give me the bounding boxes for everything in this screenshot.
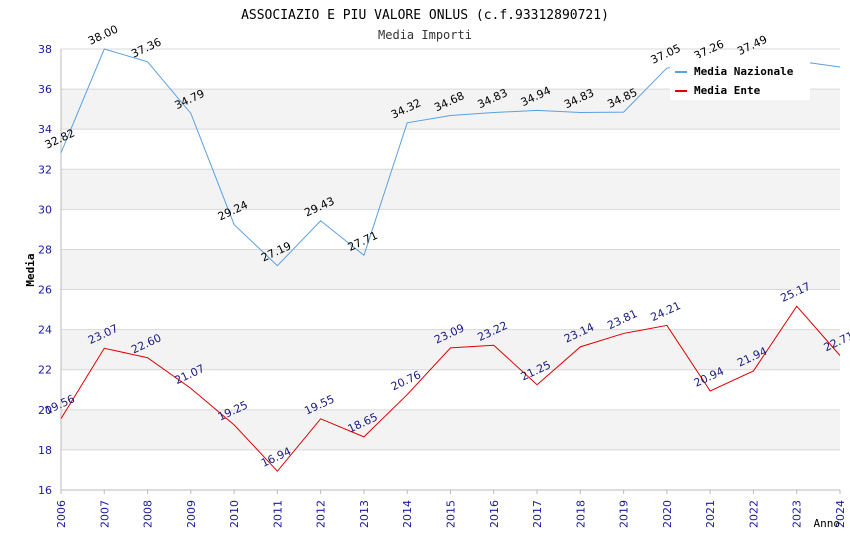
grid-band xyxy=(61,409,840,450)
x-tick-labels: 2006 2007 2008 2009 2010 2011 2012 2013 2014 2015… xyxy=(55,500,847,528)
y-tick-label: 32 xyxy=(38,163,52,176)
x-tick-label: 2015 xyxy=(445,500,458,528)
x-tick-label: 2022 xyxy=(747,500,760,528)
grid-lines xyxy=(61,48,840,491)
x-tick-label: 2021 xyxy=(704,500,717,528)
y-tick-label: 28 xyxy=(38,243,52,256)
x-tick-label: 2014 xyxy=(401,500,414,528)
chart-subtitle: Media Importi xyxy=(378,28,472,42)
x-tick-label: 2024 xyxy=(834,500,847,528)
x-tick-label: 2012 xyxy=(315,500,328,528)
legend-label-media-nazionale: Media Nazionale xyxy=(694,65,794,78)
x-tick-label: 2008 xyxy=(142,500,155,528)
x-tick-label: 2006 xyxy=(55,500,68,528)
axes xyxy=(60,49,841,494)
legend: Media Nazionale Media Ente xyxy=(670,58,810,100)
y-axis-label: Media xyxy=(24,253,37,286)
data-label-media-nazionale: 38.00 xyxy=(86,23,120,48)
grid-bands xyxy=(61,89,840,450)
x-tick-label: 2011 xyxy=(271,500,284,528)
data-label-media-nazionale: 37.49 xyxy=(735,33,769,58)
x-tick-label: 2013 xyxy=(358,500,371,528)
y-tick-label: 30 xyxy=(38,203,52,216)
y-tick-label: 38 xyxy=(38,43,52,56)
y-tick-label: 24 xyxy=(38,324,52,337)
x-tick-label: 2016 xyxy=(488,500,501,528)
y-tick-label: 18 xyxy=(38,444,52,457)
y-tick-label: 34 xyxy=(38,123,52,136)
y-tick-labels: 16 18 20 22 24 26 28 30 32 34 36 38 xyxy=(38,43,52,497)
grid-band xyxy=(61,169,840,210)
y-tick-label: 22 xyxy=(38,364,52,377)
x-tick-label: 2020 xyxy=(661,500,674,528)
x-tick-label: 2018 xyxy=(574,500,587,528)
x-tick-label: 2023 xyxy=(791,500,804,528)
x-tick-label: 2017 xyxy=(531,500,544,528)
legend-label-media-ente: Media Ente xyxy=(694,84,761,97)
x-tick-label: 2019 xyxy=(618,500,631,528)
y-tick-label: 36 xyxy=(38,83,52,96)
grid-band xyxy=(61,249,840,290)
x-tick-label: 2007 xyxy=(98,500,111,528)
y-tick-label: 26 xyxy=(38,284,52,297)
x-axis-label: Anno xyxy=(814,517,841,530)
grid-band xyxy=(61,329,840,370)
data-label-media-nazionale: 37.36 xyxy=(129,35,163,60)
data-label-media-ente: 24.21 xyxy=(649,299,683,324)
legend-box xyxy=(670,58,810,100)
y-tick-label: 16 xyxy=(38,484,52,497)
series-line-media-ente xyxy=(60,305,841,472)
x-tick-label: 2010 xyxy=(228,500,241,528)
data-label-media-ente: 20.76 xyxy=(389,368,423,393)
y-tick-label: 20 xyxy=(38,404,52,417)
data-label-media-ente: 23.81 xyxy=(605,307,639,332)
chart-title: ASSOCIAZIO E PIU VALORE ONLUS (c.f.93312… xyxy=(241,8,609,23)
x-tick-label: 2009 xyxy=(185,500,198,528)
